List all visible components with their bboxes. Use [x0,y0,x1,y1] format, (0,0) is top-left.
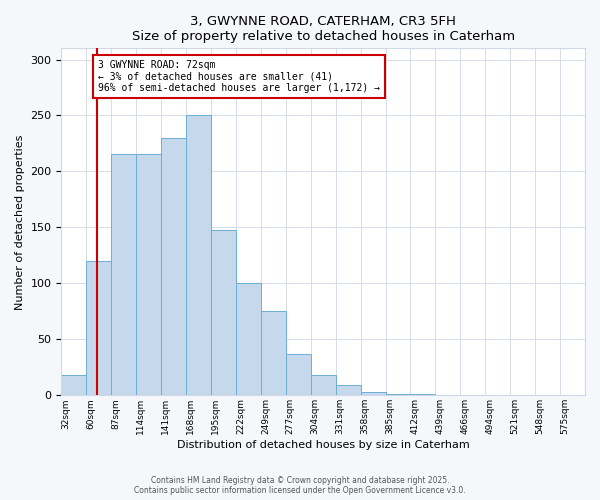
Text: 3 GWYNNE ROAD: 72sqm
← 3% of detached houses are smaller (41)
96% of semi-detach: 3 GWYNNE ROAD: 72sqm ← 3% of detached ho… [98,60,380,92]
Bar [286,354,311,396]
Bar [86,261,111,396]
Text: Contains HM Land Registry data © Crown copyright and database right 2025.
Contai: Contains HM Land Registry data © Crown c… [134,476,466,495]
Bar [161,138,186,396]
Bar [311,375,335,396]
Bar [410,394,436,396]
Bar [61,375,86,396]
X-axis label: Distribution of detached houses by size in Caterham: Distribution of detached houses by size … [177,440,470,450]
Bar [186,116,211,396]
Bar [386,394,410,396]
Bar [236,284,261,396]
Bar [261,312,286,396]
Bar [361,392,386,396]
Bar [335,385,361,396]
Y-axis label: Number of detached properties: Number of detached properties [15,134,25,310]
Bar [211,230,236,396]
Bar [111,154,136,396]
Bar [136,154,161,396]
Title: 3, GWYNNE ROAD, CATERHAM, CR3 5FH
Size of property relative to detached houses i: 3, GWYNNE ROAD, CATERHAM, CR3 5FH Size o… [131,15,515,43]
